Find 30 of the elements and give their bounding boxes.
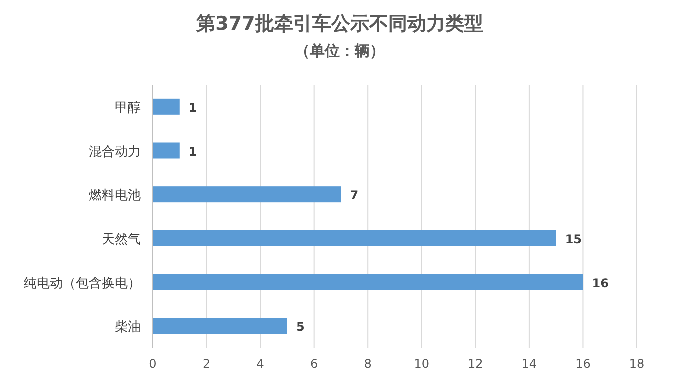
bar <box>153 230 556 246</box>
y-tick-label: 天然气 <box>102 232 141 248</box>
y-tick-label: 纯电动（包含换电） <box>24 276 141 292</box>
bar <box>153 318 288 334</box>
data-label: 15 <box>565 232 582 246</box>
x-tick-label: 14 <box>522 357 538 371</box>
bar <box>153 142 180 159</box>
x-tick-label: 0 <box>149 357 157 371</box>
x-tick-label: 12 <box>468 357 484 371</box>
bar <box>153 274 584 290</box>
chart-subtitle: （单位：辆） <box>295 42 385 60</box>
data-label: 7 <box>350 188 359 203</box>
x-tick-label: 16 <box>576 357 591 371</box>
x-tick-label: 2 <box>202 357 211 371</box>
chart-title: 第377批牵引车公示不同动力类型 <box>196 13 484 35</box>
bar <box>153 186 342 203</box>
y-tick-label: 甲醇 <box>115 100 141 116</box>
data-label: 1 <box>188 100 198 115</box>
bar <box>153 98 180 115</box>
x-tick-label: 10 <box>414 357 430 371</box>
x-tick-label: 8 <box>364 357 372 371</box>
x-tick-label: 4 <box>256 357 264 371</box>
data-label: 5 <box>296 320 305 334</box>
y-tick-label: 柴油 <box>115 320 141 336</box>
data-label: 16 <box>592 276 609 290</box>
y-tick-label: 混合动力 <box>89 144 141 160</box>
x-tick-label: 18 <box>629 357 645 371</box>
data-label: 1 <box>188 144 198 159</box>
y-tick-label: 燃料电池 <box>89 188 141 204</box>
x-tick-label: 6 <box>310 357 318 371</box>
